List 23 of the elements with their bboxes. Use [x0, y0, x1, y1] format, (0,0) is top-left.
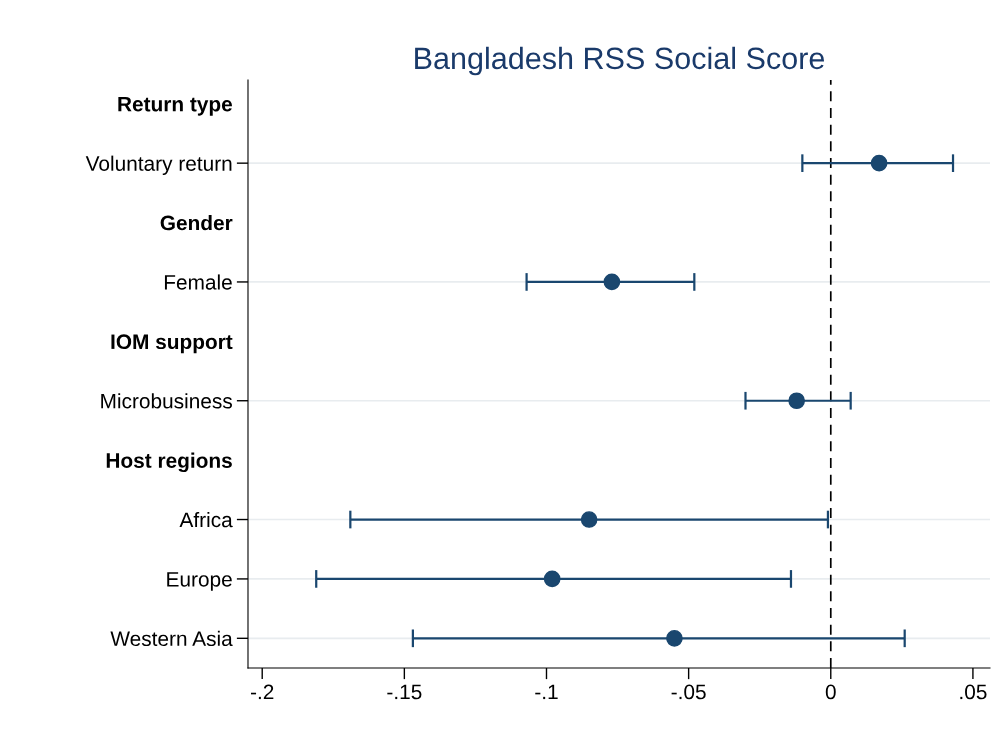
x-tick-label: -.2: [250, 684, 274, 700]
y-tick-label: Microbusiness: [101, 393, 232, 409]
chart-title: Bangladesh RSS Social Score: [415, 46, 824, 76]
point: [666, 629, 683, 647]
y-tick-label: Return type: [118, 96, 233, 116]
point: [603, 273, 621, 291]
y-tick-label: Female: [164, 274, 232, 290]
x-tick-label: -.1: [535, 684, 558, 700]
x-tick-label: 0: [825, 684, 836, 700]
y-tick-label: Gender: [160, 215, 233, 231]
x-tick-label: -.05: [671, 684, 706, 700]
y-tick-label: Africa: [179, 511, 233, 528]
x-tick-label: -.15: [387, 684, 422, 700]
y-tick-label: Host regions: [106, 452, 232, 473]
point: [788, 392, 805, 410]
point: [580, 511, 598, 528]
y-tick-label: Voluntary return: [85, 155, 232, 176]
point: [870, 154, 888, 172]
point: [543, 570, 561, 588]
y-tick-label: Western Asia: [110, 630, 233, 647]
y-tick-label: IOM support: [111, 334, 233, 354]
x-tick-label: .05: [960, 684, 987, 700]
y-tick-label: Europe: [167, 572, 232, 591]
